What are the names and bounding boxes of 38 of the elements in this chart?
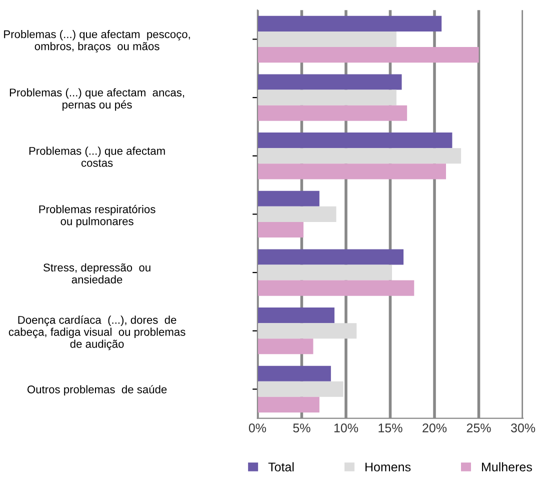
y-tick-label: Problemas (...) que afectam costas	[29, 146, 165, 167]
bar	[257, 148, 462, 164]
y-tick-label: Problemas respiratórios ou pulmonares	[39, 204, 156, 228]
bar	[257, 190, 320, 206]
y-tick-label: Outros problemas de saúde	[27, 385, 167, 396]
bar	[257, 338, 314, 354]
x-tick-label: 20%	[422, 424, 447, 432]
x-tick-label: 10%	[334, 424, 358, 432]
bar	[257, 132, 452, 148]
bar	[257, 396, 320, 412]
y-tick-label: Problemas (...) que afectam ancas, pernas ou pés	[10, 88, 184, 111]
bar	[257, 206, 336, 222]
legend-label: Homens	[365, 462, 411, 472]
bar	[257, 74, 402, 90]
bar	[257, 280, 414, 296]
bar	[257, 249, 404, 265]
x-tick-label: 30%	[511, 424, 536, 432]
y-tick-label: Stress, depressão ou ansiedade	[44, 263, 150, 284]
y-tick-label: Doença cardíaca (...), dores de cabeça, fadiga visual ou problemas de audição	[8, 316, 186, 350]
bar	[257, 323, 357, 339]
y-tick-label: Problemas (...) que afectam pescoço, ombros, braços ou mãos	[4, 30, 190, 52]
bar	[257, 366, 331, 382]
x-tick-label: 25%	[466, 424, 491, 432]
bar	[257, 222, 304, 238]
bar	[257, 164, 446, 180]
bar	[257, 47, 479, 63]
x-tick-label: 0%	[248, 424, 266, 432]
bar	[257, 264, 392, 280]
legend-label: Mulheres	[482, 462, 532, 472]
bar	[257, 308, 334, 324]
bar	[257, 105, 408, 121]
x-tick-label: 5%	[293, 424, 310, 432]
bar	[257, 16, 442, 32]
bar	[257, 381, 344, 397]
legend-label: Total	[268, 462, 294, 472]
x-tick-label: 15%	[378, 424, 402, 432]
bar	[257, 31, 396, 48]
bar	[257, 90, 396, 106]
